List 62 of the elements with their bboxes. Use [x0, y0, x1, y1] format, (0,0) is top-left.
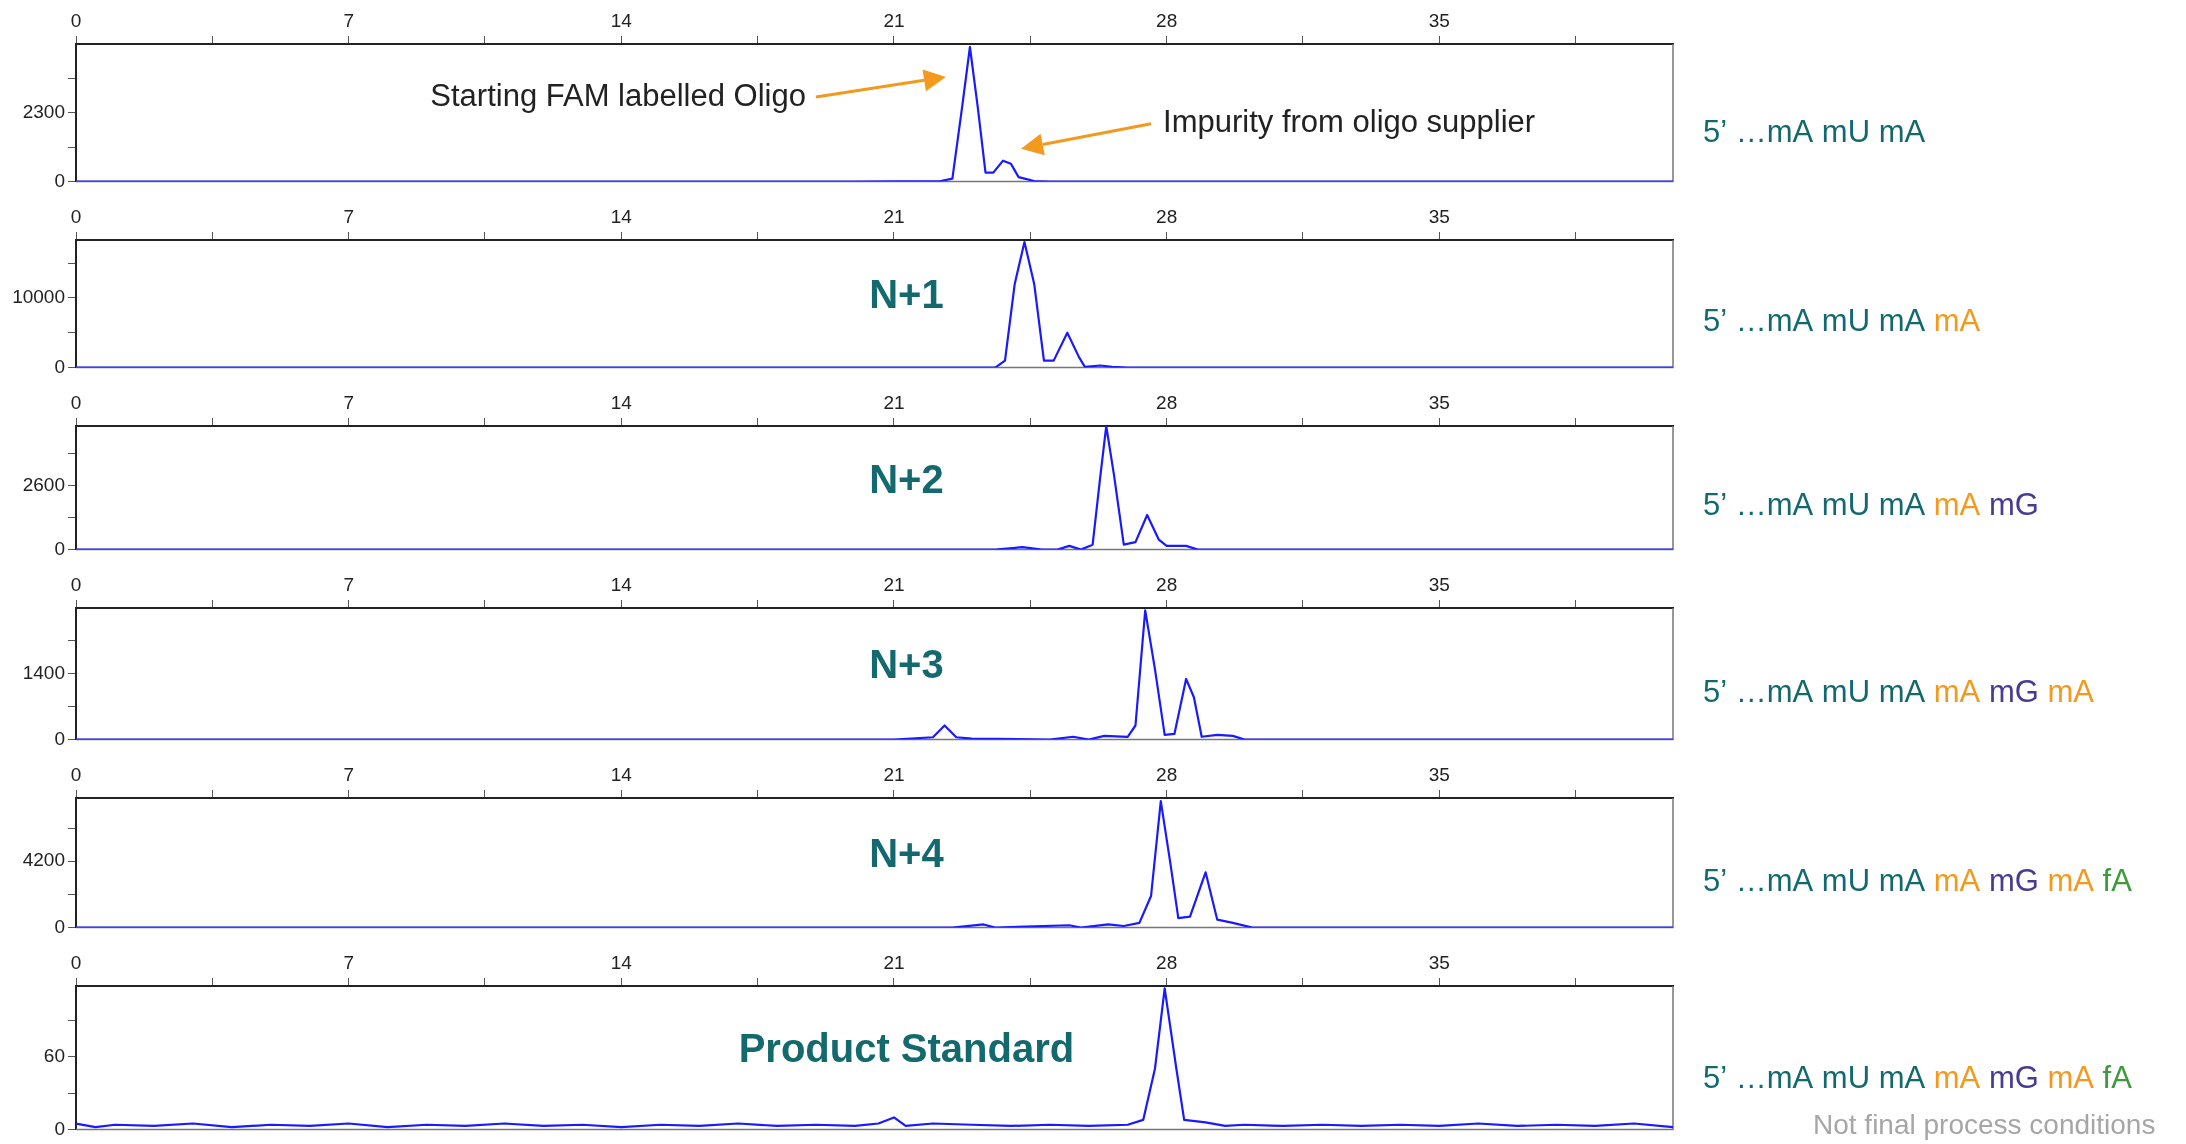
x-tick-label: 7 — [343, 391, 354, 413]
x-tick-label: 35 — [1428, 9, 1450, 31]
x-tick-label: 35 — [1428, 951, 1450, 973]
x-tick-label: 35 — [1428, 391, 1450, 413]
x-tick-label: 0 — [70, 951, 82, 973]
y-tick-label: 0 — [54, 727, 65, 749]
x-tick-label: 7 — [343, 573, 354, 595]
x-tick-label: 7 — [343, 205, 354, 227]
x-tick-label: 21 — [883, 391, 905, 413]
x-tick-label: 35 — [1428, 573, 1450, 595]
annotation: Impurity from oligo supplier — [1163, 104, 1536, 140]
x-tick-label: 21 — [883, 573, 905, 595]
x-tick-label: 21 — [883, 763, 905, 785]
y-tick-label: 10000 — [12, 286, 65, 308]
x-tick-label: 7 — [343, 763, 354, 785]
x-tick-label: 14 — [610, 205, 633, 227]
text: Not final process conditions — [1813, 1108, 2156, 1140]
text: 5’ …mA mU mA mA mG mA — [1703, 674, 2095, 710]
x-tick-label: 21 — [883, 951, 905, 973]
x-tick-label: 35 — [1428, 763, 1450, 785]
x-tick-label: 21 — [883, 205, 905, 227]
x-tick-label: 28 — [1156, 391, 1178, 413]
x-tick-label: 14 — [610, 9, 633, 31]
x-tick-label: 28 — [1156, 951, 1178, 973]
text: 5’ …mA mU mA mA mG mA fA — [1703, 1059, 2133, 1095]
text: N+3 — [869, 642, 944, 687]
y-tick-label: 2600 — [22, 473, 65, 495]
x-tick-label: 0 — [70, 573, 82, 595]
y-tick-label: 0 — [54, 355, 65, 377]
x-tick-label: 14 — [610, 573, 633, 595]
x-tick-label: 14 — [610, 391, 633, 413]
y-tick-label: 0 — [54, 169, 65, 191]
x-tick-label: 28 — [1156, 763, 1178, 785]
x-tick-label: 7 — [343, 951, 354, 973]
text: 5’ …mA mU mA — [1703, 113, 1926, 149]
x-tick-label: 14 — [610, 763, 633, 785]
y-tick-label: 1400 — [22, 662, 65, 684]
y-tick-label: 4200 — [22, 849, 65, 871]
x-tick-label: 28 — [1156, 205, 1178, 227]
text: 5’ …mA mU mA mA mG — [1703, 486, 2039, 522]
text: 5’ …mA mU mA mA — [1703, 303, 1981, 339]
annotation: Starting FAM labelled Oligo — [430, 77, 806, 113]
x-tick-label: 7 — [343, 9, 354, 31]
text: N+2 — [869, 456, 944, 501]
text: 5’ …mA mU mA mA mG mA fA — [1703, 862, 2133, 898]
y-tick-label: 2300 — [22, 101, 65, 123]
x-tick-label: 0 — [70, 763, 82, 785]
x-tick-label: 14 — [610, 951, 633, 973]
x-tick-label: 0 — [70, 391, 82, 413]
y-tick-label: 60 — [43, 1044, 65, 1066]
x-tick-label: 21 — [883, 9, 905, 31]
x-tick-label: 0 — [70, 205, 82, 227]
text: N+4 — [869, 831, 945, 876]
text: Product Standard — [738, 1025, 1075, 1070]
y-tick-label: 0 — [54, 915, 65, 937]
x-tick-label: 0 — [70, 9, 82, 31]
x-tick-label: 28 — [1156, 9, 1178, 31]
text: N+1 — [869, 272, 944, 317]
x-tick-label: 28 — [1156, 573, 1178, 595]
y-tick-label: 0 — [54, 1117, 65, 1139]
y-tick-label: 0 — [54, 537, 65, 559]
x-tick-label: 35 — [1428, 205, 1450, 227]
